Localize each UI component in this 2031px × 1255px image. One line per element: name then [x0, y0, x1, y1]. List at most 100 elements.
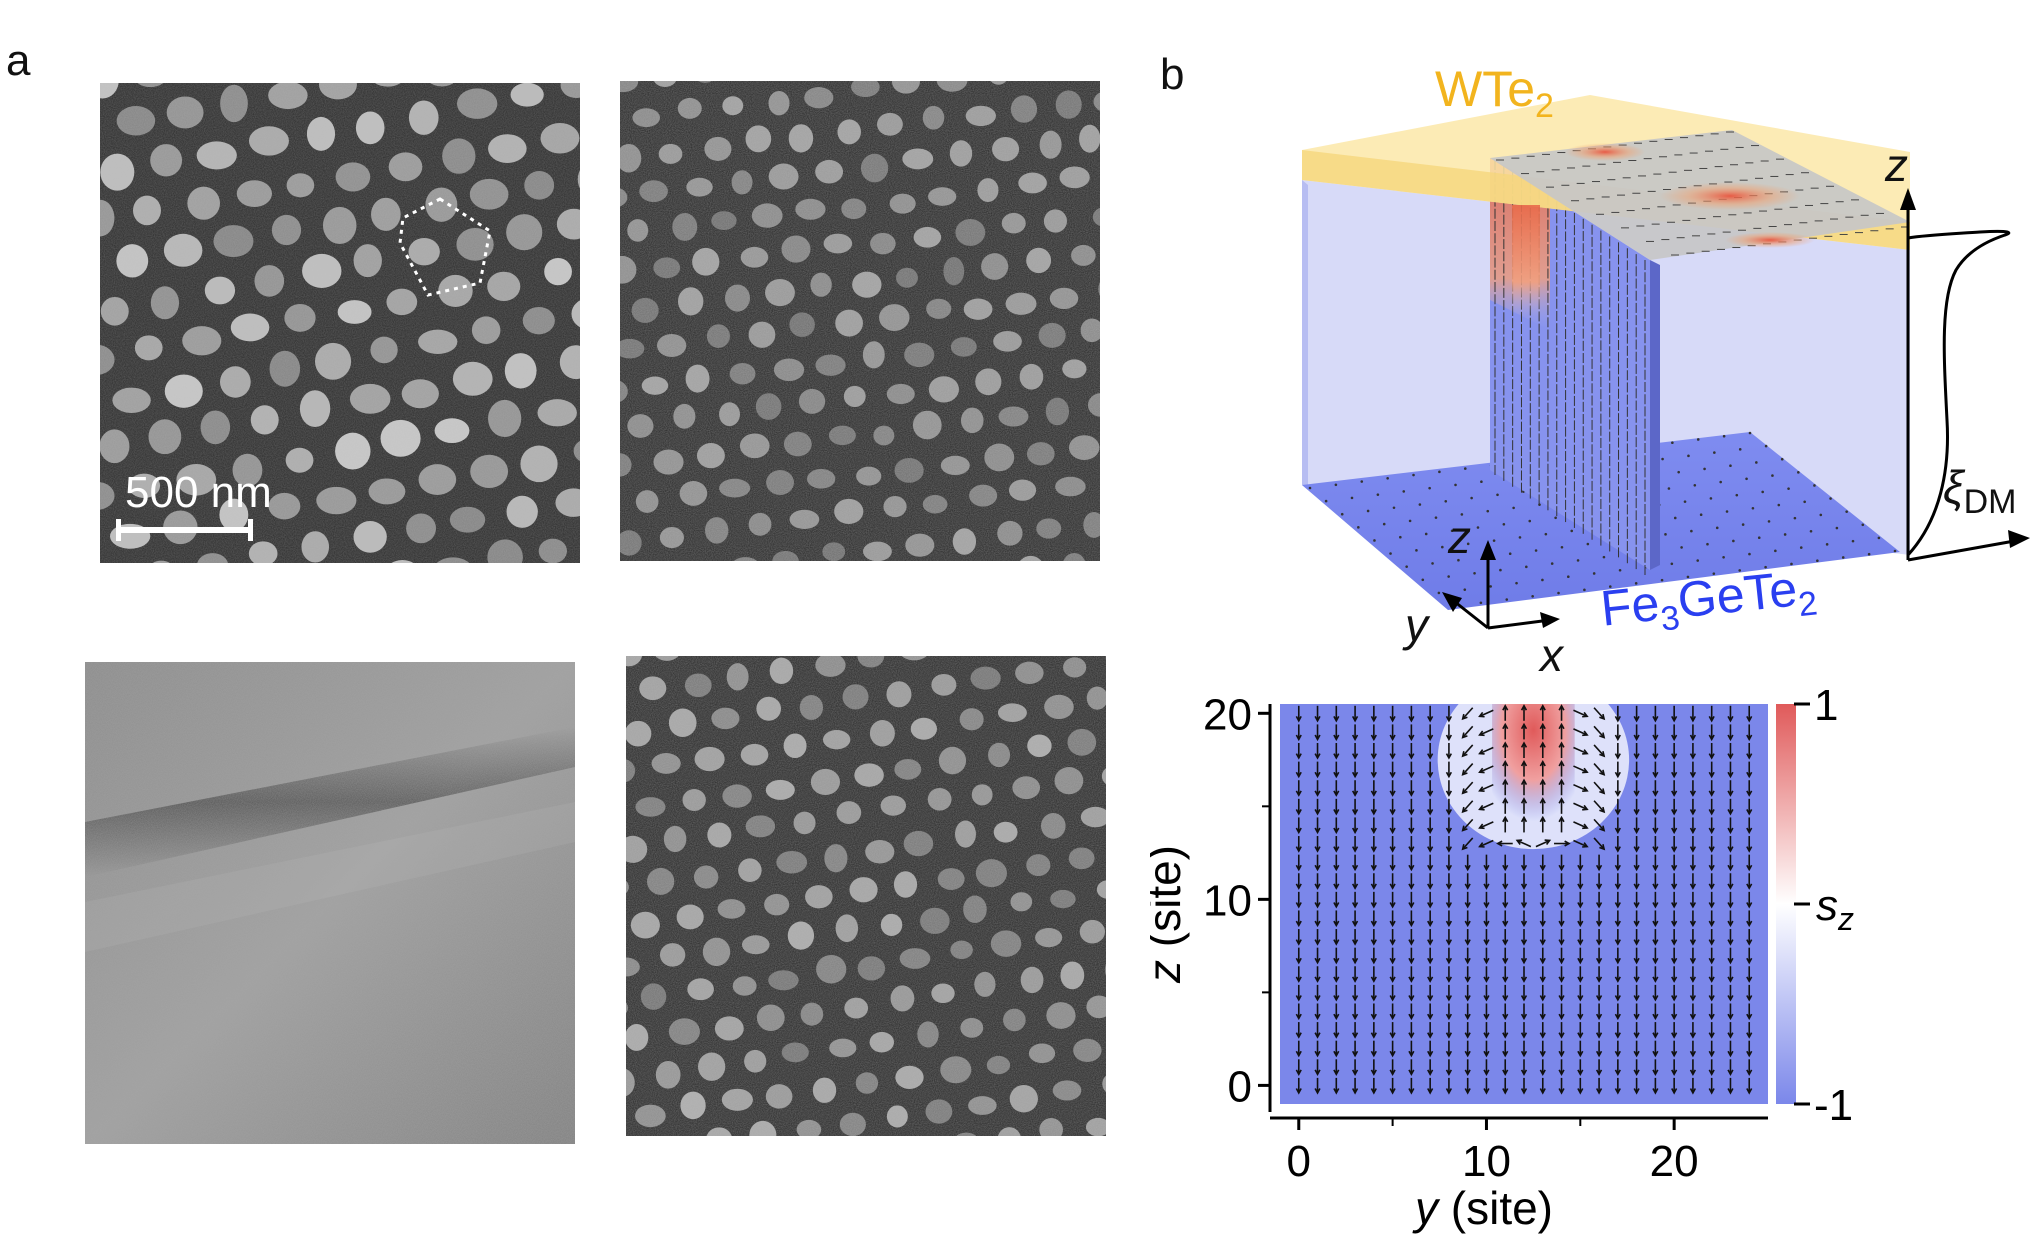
spin-arrow-head [1614, 1069, 1621, 1076]
spin-arrow-head [1708, 716, 1715, 723]
spin-arrow-head [1314, 809, 1321, 816]
spin-arrow-head [1333, 716, 1340, 723]
spin-arrow-head [1539, 995, 1546, 1002]
spin-arrow-head [1689, 902, 1697, 909]
spin-arrow-head [1461, 732, 1468, 739]
spin-dot [1719, 480, 1722, 484]
spin-arrow-head [1389, 1069, 1396, 1076]
spin-arrow-head [1614, 864, 1621, 872]
spin-arrow-head [1464, 1088, 1471, 1095]
spin-arrow-head [1671, 790, 1678, 797]
spin-arrow-head [1351, 957, 1359, 965]
spin-arrow-head [1727, 734, 1734, 742]
spin-arrow-head [1599, 806, 1606, 814]
spin-arrow-head [1408, 995, 1415, 1002]
spin-arrow-head [1708, 1050, 1715, 1058]
spin-arrow-head [1671, 1069, 1678, 1076]
spin-dot [1508, 552, 1512, 556]
spin-arrow-head [1520, 1088, 1528, 1095]
spin-dot [1748, 431, 1752, 435]
spin-dot [1783, 533, 1787, 536]
spin-arrow-head [1689, 864, 1697, 872]
spin-dot [1787, 487, 1790, 490]
spin-heatmap-chart: 0 10 20 0 10 20 y (site) z (site) 1 -1 sz [1150, 690, 1854, 1234]
colorbar-min-label: -1 [1814, 1081, 1853, 1130]
spin-arrow-head [1708, 753, 1715, 760]
spin-dot [1725, 510, 1729, 513]
spin-arrow-head [1483, 920, 1490, 928]
spin-arrow-head [1727, 1013, 1734, 1021]
spin-arrow-head [1389, 716, 1396, 723]
axis-x-label: x [1540, 629, 1563, 681]
spin-arrow-head [1445, 846, 1453, 853]
spin-dot [1576, 559, 1580, 562]
spin-arrow-head [1314, 920, 1321, 928]
spin-arrow-head [1633, 1050, 1640, 1058]
spin-arrow-head [1689, 939, 1697, 946]
spin-arrow-head [1671, 939, 1678, 946]
spin-arrow-head [1614, 939, 1621, 946]
spin-arrow-head [1671, 753, 1678, 760]
spin-arrow-2d [1593, 837, 1605, 850]
spin-arrow-head [1520, 1069, 1528, 1076]
spin-arrow-head [1351, 809, 1359, 816]
spin-dot [1382, 522, 1386, 526]
spin-dot [1664, 533, 1667, 536]
spin-arrow-head [1727, 809, 1734, 816]
spin-arrow-head [1333, 957, 1340, 965]
spin-arrow-head [1445, 920, 1453, 928]
spin-arrow-head [1671, 864, 1678, 872]
spin-arrow-head [1671, 771, 1678, 779]
spin-arrow-head [1582, 730, 1589, 737]
spin-arrow-head [1445, 771, 1453, 779]
spin-dot [1687, 454, 1690, 458]
spin-arrow-head [1614, 976, 1621, 983]
spin-arrow-head [1595, 995, 1603, 1002]
micrograph-bottom-left [85, 662, 575, 1144]
spin-arrow-head [1295, 920, 1302, 928]
spin-arrow-head [1408, 1032, 1415, 1039]
spin-arrow-head [1599, 713, 1606, 721]
spin-dot [1803, 500, 1806, 504]
spin-arrow-head [1464, 902, 1471, 909]
spin-arrow-2d [1462, 763, 1474, 776]
spin-arrow-head [1461, 825, 1468, 832]
spin-arrow-head [1370, 883, 1377, 890]
spin-arrow-head [1295, 995, 1302, 1002]
spin-arrow-head [1652, 827, 1659, 835]
spin-arrow-head [1370, 734, 1377, 742]
spin-dot [1479, 601, 1483, 605]
spin-arrow-head [1633, 883, 1640, 890]
spin-arrow-head [1314, 846, 1321, 853]
spin-dot [1405, 565, 1408, 568]
spin-arrow-head [1314, 734, 1321, 742]
spin-dot [1751, 506, 1755, 510]
spin-dot [1790, 562, 1793, 566]
spin-dot [1712, 572, 1716, 575]
spin-arrow-head [1689, 716, 1697, 723]
spin-dot [1780, 457, 1784, 461]
spin-arrow-head [1558, 920, 1565, 928]
skyrmion-lattice-image-3 [626, 656, 1106, 1136]
spin-arrow-head [1389, 1032, 1396, 1039]
spin-arrow-head [1652, 716, 1659, 723]
spin-dot [1683, 500, 1687, 503]
spin-arrow-head [1295, 1050, 1302, 1058]
spin-arrow-head [1520, 976, 1528, 983]
spin-dot [1732, 539, 1735, 543]
spin-arrow-head [1595, 883, 1603, 890]
spin-arrow-head [1445, 734, 1453, 742]
spin-arrow-head [1520, 704, 1528, 711]
spin-arrow-head [1502, 957, 1509, 965]
spin-arrow-head [1389, 1013, 1396, 1021]
spin-arrow-head [1351, 734, 1359, 742]
spin-arrow-2d [1462, 781, 1474, 794]
spin-arrow-head [1295, 902, 1302, 909]
spin-arrow-head [1478, 749, 1485, 755]
spin-arrow-head [1314, 995, 1321, 1002]
spin-arrow-head [1671, 846, 1678, 853]
spin-arrow-head [1558, 1013, 1565, 1021]
spin-arrow-head [1577, 976, 1584, 983]
spin-arrow-head [1727, 827, 1734, 835]
spin-arrow-head [1689, 734, 1697, 742]
